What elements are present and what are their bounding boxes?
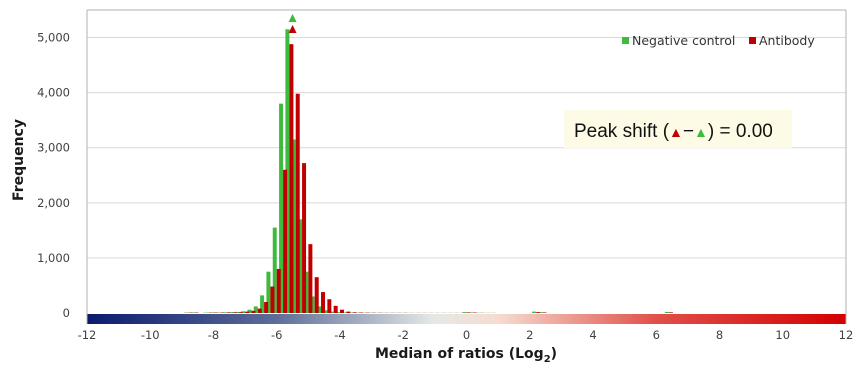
bar-antibody	[270, 286, 275, 313]
x-tick-label: -2	[398, 328, 409, 342]
bar-negative-control	[190, 312, 195, 313]
bar-antibody	[226, 312, 231, 313]
bar-negative-control	[323, 310, 328, 313]
bar-antibody	[283, 169, 288, 313]
x-tick-label: 0	[463, 328, 470, 342]
bar-negative-control	[285, 29, 290, 313]
bar-antibody	[302, 163, 307, 313]
y-axis-title: Frequency	[11, 119, 27, 201]
annotation-background	[564, 110, 792, 148]
x-tick-label: -12	[78, 328, 97, 342]
bar-negative-control	[468, 312, 473, 313]
bar-negative-control	[260, 295, 265, 313]
bar-negative-control	[538, 312, 543, 313]
bar-antibody	[257, 308, 262, 313]
x-tick-label: -8	[208, 328, 219, 342]
bar-antibody	[536, 312, 541, 313]
legend-label-antibody: Antibody	[759, 33, 815, 48]
bar-antibody	[340, 309, 344, 313]
bar-negative-control	[253, 306, 258, 313]
bar-antibody	[542, 312, 547, 313]
bar-antibody	[466, 312, 471, 313]
bar-antibody	[238, 312, 243, 313]
bar-antibody	[264, 301, 269, 313]
bar-antibody	[295, 93, 300, 313]
legend-label-negative-control: Negative control	[632, 33, 735, 48]
bar-negative-control	[234, 311, 239, 313]
y-tick-label: 0	[63, 306, 70, 320]
red-triangle-icon: ▲	[669, 124, 683, 140]
x-axis-title-subscript: 2	[544, 354, 551, 365]
bar-negative-control	[228, 312, 233, 313]
bar-negative-control	[664, 311, 669, 313]
histogram-bars	[184, 29, 673, 314]
bar-antibody	[308, 244, 313, 313]
bar-negative-control	[532, 311, 537, 313]
bar-antibody	[321, 292, 326, 313]
y-tick-label: 2,000	[37, 196, 70, 210]
annotation-dash: −	[683, 121, 694, 142]
peak-shift-annotation: Peak shift (▲−▲) = 0.00	[564, 110, 792, 148]
bar-antibody	[668, 312, 673, 313]
bar-antibody	[346, 311, 351, 313]
annotation-text: Peak shift (▲−▲) = 0.00	[574, 121, 773, 142]
y-tick-label: 4,000	[37, 86, 70, 100]
x-tick-label: 4	[589, 328, 596, 342]
legend-swatch-antibody	[749, 37, 756, 44]
bar-negative-control	[298, 219, 303, 313]
axes	[86, 9, 847, 324]
x-tick-label: 10	[775, 328, 790, 342]
bar-negative-control	[462, 312, 467, 313]
bar-negative-control	[329, 311, 334, 313]
x-tick-label: 2	[526, 328, 533, 342]
y-tick-label: 1,000	[37, 251, 70, 265]
y-tick-label: 3,000	[37, 141, 70, 155]
bar-negative-control	[336, 312, 340, 313]
bar-negative-control	[291, 139, 296, 313]
bar-antibody	[232, 312, 237, 313]
x-tick-label: 6	[653, 328, 660, 342]
y-tick-label: 5,000	[37, 31, 70, 45]
annotation-prefix: Peak shift (	[574, 121, 670, 142]
bar-negative-control	[272, 227, 277, 313]
grid-lines	[87, 37, 846, 259]
green-triangle-icon: ▲	[694, 124, 708, 140]
annotation-suffix: ) = 0.00	[708, 121, 773, 142]
bar-negative-control	[317, 306, 322, 313]
log-ratio-color-bar	[87, 314, 846, 324]
bar-antibody	[276, 268, 281, 313]
bar-antibody	[327, 299, 332, 313]
bar-negative-control	[279, 103, 284, 314]
tick-labels: -12 -10 -8 -6 -4 -2 0 2 4 6 8 10 12 0 1,000 2,000 3,000 4…	[37, 31, 853, 342]
x-tick-label: 8	[716, 328, 723, 342]
x-axis-title: Median of ratios (Log2)	[375, 346, 557, 365]
x-tick-label: 12	[839, 328, 854, 342]
bar-antibody	[245, 311, 250, 313]
peak-marker-antibody	[288, 25, 297, 33]
legend: Negative control Antibody	[622, 33, 815, 48]
bar-negative-control	[266, 271, 271, 313]
bar-antibody	[251, 310, 256, 313]
bar-negative-control	[209, 312, 214, 313]
bar-antibody	[333, 305, 338, 313]
bar-negative-control	[222, 312, 227, 313]
peak-markers	[288, 14, 297, 33]
peak-marker-negative-control	[288, 14, 297, 22]
legend-swatch-negative-control	[622, 37, 629, 44]
bar-negative-control	[241, 311, 246, 313]
x-tick-label: -4	[334, 328, 345, 342]
bar-negative-control	[310, 296, 315, 313]
bar-antibody	[314, 277, 319, 313]
x-tick-label: -6	[271, 328, 282, 342]
x-tick-label: -10	[141, 328, 160, 342]
bar-negative-control	[342, 312, 347, 313]
bar-negative-control	[247, 309, 252, 313]
bar-negative-control	[304, 271, 309, 313]
x-axis-title-main: Median of ratios (Log	[375, 346, 544, 362]
bar-antibody	[352, 312, 357, 313]
x-axis-title-close: )	[551, 346, 557, 362]
bar-antibody	[289, 44, 294, 313]
color-bar-strip	[87, 314, 846, 324]
